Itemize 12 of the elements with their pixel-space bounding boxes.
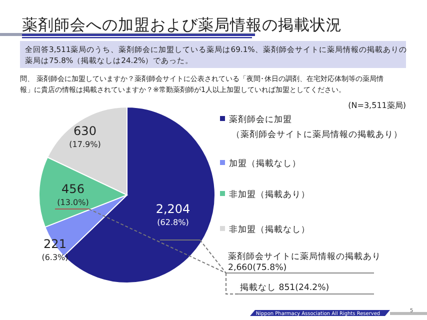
legend-label: 非加盟（掲載あり） [229,189,310,200]
data-label: 221 (6.3%) [42,237,68,262]
text: (N=3,511薬局) [348,101,406,110]
legend-label: 非加盟（掲載なし） [229,224,310,235]
legend-label: 加盟（掲載なし） [229,158,301,169]
data-label: 456 (13.0%) [57,182,89,207]
chart-title: 薬剤師会への加盟および薬局情報の掲載状況 [22,16,342,34]
data-label: 2,204 (62.8%) [156,202,190,227]
data-label: 630 (17.9%) [69,124,101,149]
legend-label: 薬剤師会に加盟（薬剤師会サイトに薬局情報の掲載あり） [229,114,403,140]
text: 掲載なし 851(24.2%) [240,282,330,293]
text: 薬剤師会サイトに薬局情報の掲載あり 2,660(75.8%) [228,251,381,273]
